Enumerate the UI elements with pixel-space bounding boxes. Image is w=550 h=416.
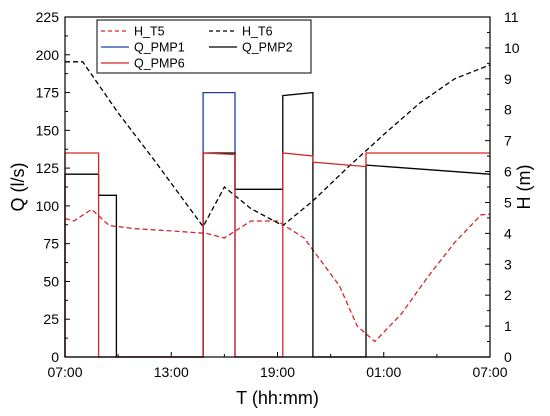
chart-marks: [64, 61, 491, 358]
series-line-q-pmp6: [64, 152, 490, 358]
y-right-tick-label: 1: [504, 318, 512, 334]
y-right-tick-label: 6: [504, 164, 512, 180]
y-left-tick-label: 0: [51, 349, 59, 365]
y-left-tick-label: 200: [36, 47, 60, 63]
y-left-tick-label: 225: [36, 9, 60, 25]
x-tick-label: 13:00: [154, 364, 189, 380]
legend-label: H_T5: [134, 25, 165, 39]
y-right-tick-label: 5: [504, 194, 512, 210]
legend-label: Q_PMP2: [242, 41, 293, 55]
x-axis-title: T (hh:mm): [236, 388, 319, 408]
y-left-tick-label: 125: [36, 160, 60, 176]
x-tick-label: 01:00: [366, 364, 401, 380]
y-right-tick-label: 3: [504, 256, 512, 272]
y-right-tick-label: 0: [504, 349, 512, 365]
y-right-tick-label: 10: [504, 40, 520, 56]
y-left-axis-title: Q (l/s): [8, 163, 28, 212]
series-line-h-t6: [65, 61, 491, 228]
y-left-tick-label: 100: [36, 198, 60, 214]
y-right-axis-title: H (m): [514, 165, 534, 210]
y-right-tick-label: 4: [504, 225, 512, 241]
legend-label: Q_PMP1: [134, 41, 185, 55]
y-left-tick-label: 50: [43, 273, 59, 289]
y-left-tick-label: 75: [43, 236, 59, 252]
chart-legend: H_T5 H_T6 Q_PMP1 Q_PMP2 Q_PMP6: [96, 19, 312, 74]
legend-label: H_T6: [242, 25, 273, 39]
y-right-tick-label: 8: [504, 102, 512, 118]
y-left-tick-label: 150: [36, 122, 60, 138]
y-right-tick-label: 2: [504, 287, 512, 303]
y-right-tick-label: 11: [504, 9, 519, 25]
y-left-tick-label: 25: [43, 311, 59, 327]
series-line-q-pmp1: [65, 91, 490, 358]
y-left-tick-label: 175: [36, 85, 60, 101]
series-line-q-pmp2: [64, 91, 491, 358]
legend-box: [96, 19, 312, 74]
chart-axes: 0 25 50 75 100 125 150 175 200 225 0 1 2 3 4 5 6 7 8 9 10 11 0…: [8, 9, 534, 408]
x-tick-label: 07:00: [472, 364, 507, 380]
x-tick-label: 07:00: [47, 364, 82, 380]
y-right-tick-label: 9: [504, 71, 512, 87]
legend-label: Q_PMP6: [134, 57, 185, 71]
x-tick-label: 19:00: [260, 364, 295, 380]
series-line-h-t5: [64, 208, 491, 343]
y-right-tick-label: 7: [504, 133, 512, 149]
